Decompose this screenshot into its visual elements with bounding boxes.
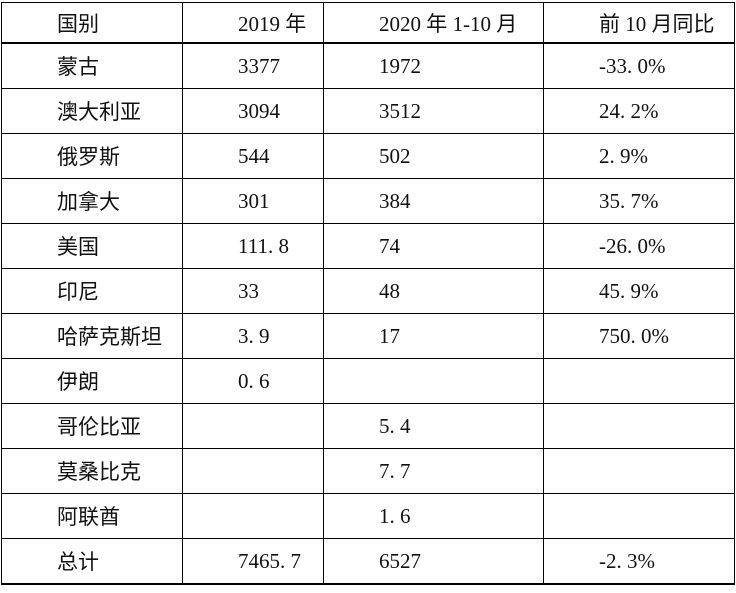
cell-country: 伊朗 — [1, 358, 183, 404]
cell-country: 莫桑比克 — [1, 448, 183, 494]
column-header-country: 国别 — [1, 2, 183, 44]
cell-country: 阿联酋 — [1, 493, 183, 539]
table-row-iran: 伊朗 0. 6 — [1, 358, 735, 404]
cell-country: 印尼 — [1, 268, 183, 314]
cell-country: 蒙古 — [1, 42, 183, 89]
cell-2019-value: 3377 — [182, 42, 324, 89]
cell-2020-value: 48 — [323, 268, 544, 314]
cell-2019-value: 33 — [182, 268, 324, 314]
cell-country: 俄罗斯 — [1, 133, 183, 179]
header-row: 国别 2019 年 2020 年 1-10 月 前 10 月同比 — [1, 2, 735, 44]
cell-yoy-value: 24. 2% — [543, 88, 735, 134]
cell-2019-value: 301 — [182, 178, 324, 224]
table-row-canada: 加拿大 301 384 35. 7% — [1, 178, 735, 224]
cell-2020-value: 17 — [323, 313, 544, 359]
cell-yoy-value: 35. 7% — [543, 178, 735, 224]
cell-country: 哥伦比亚 — [1, 403, 183, 449]
table-row-kazakhstan: 哈萨克斯坦 3. 9 17 750. 0% — [1, 313, 735, 359]
cell-2020-value — [323, 358, 544, 404]
cell-yoy-value: 45. 9% — [543, 268, 735, 314]
cell-2020-value: 74 — [323, 223, 544, 269]
cell-yoy-value: -26. 0% — [543, 223, 735, 269]
cell-country: 总计 — [1, 538, 183, 585]
column-header-yoy: 前 10 月同比 — [543, 2, 735, 44]
cell-country: 澳大利亚 — [1, 88, 183, 134]
cell-yoy-value: -2. 3% — [543, 538, 735, 585]
table-row-mozambique: 莫桑比克 7. 7 — [1, 448, 735, 494]
cell-yoy-value — [543, 358, 735, 404]
cell-country: 加拿大 — [1, 178, 183, 224]
cell-2019-value: 111. 8 — [182, 223, 324, 269]
cell-2019-value: 3094 — [182, 88, 324, 134]
cell-yoy-value — [543, 493, 735, 539]
cell-2019-value — [182, 493, 324, 539]
table-row-colombia: 哥伦比亚 5. 4 — [1, 403, 735, 449]
cell-country: 美国 — [1, 223, 183, 269]
cell-country: 哈萨克斯坦 — [1, 313, 183, 359]
cell-2019-value — [182, 403, 324, 449]
cell-2020-value: 1. 6 — [323, 493, 544, 539]
cell-2020-value: 1972 — [323, 42, 544, 89]
cell-2019-value: 3. 9 — [182, 313, 324, 359]
cell-yoy-value: 750. 0% — [543, 313, 735, 359]
cell-yoy-value — [543, 403, 735, 449]
cell-2020-value: 502 — [323, 133, 544, 179]
cell-2019-value: 0. 6 — [182, 358, 324, 404]
cell-yoy-value: -33. 0% — [543, 42, 735, 89]
cell-2019-value: 7465. 7 — [182, 538, 324, 585]
cell-2020-value: 7. 7 — [323, 448, 544, 494]
table-row-total: 总计 7465. 7 6527 -2. 3% — [1, 538, 735, 585]
table-row-uae: 阿联酋 1. 6 — [1, 493, 735, 539]
table-row-russia: 俄罗斯 544 502 2. 9% — [1, 133, 735, 179]
cell-2020-value: 6527 — [323, 538, 544, 585]
table-row-indonesia: 印尼 33 48 45. 9% — [1, 268, 735, 314]
cell-2019-value: 544 — [182, 133, 324, 179]
table-row-usa: 美国 111. 8 74 -26. 0% — [1, 223, 735, 269]
column-header-2019: 2019 年 — [182, 2, 324, 44]
cell-2020-value: 384 — [323, 178, 544, 224]
table-row-mongolia: 蒙古 3377 1972 -33. 0% — [1, 42, 735, 89]
cell-2019-value — [182, 448, 324, 494]
column-header-2020-jan-oct: 2020 年 1-10 月 — [323, 2, 544, 44]
cell-2020-value: 5. 4 — [323, 403, 544, 449]
cell-yoy-value — [543, 448, 735, 494]
cell-yoy-value: 2. 9% — [543, 133, 735, 179]
table-row-australia: 澳大利亚 3094 3512 24. 2% — [1, 88, 735, 134]
cell-2020-value: 3512 — [323, 88, 544, 134]
